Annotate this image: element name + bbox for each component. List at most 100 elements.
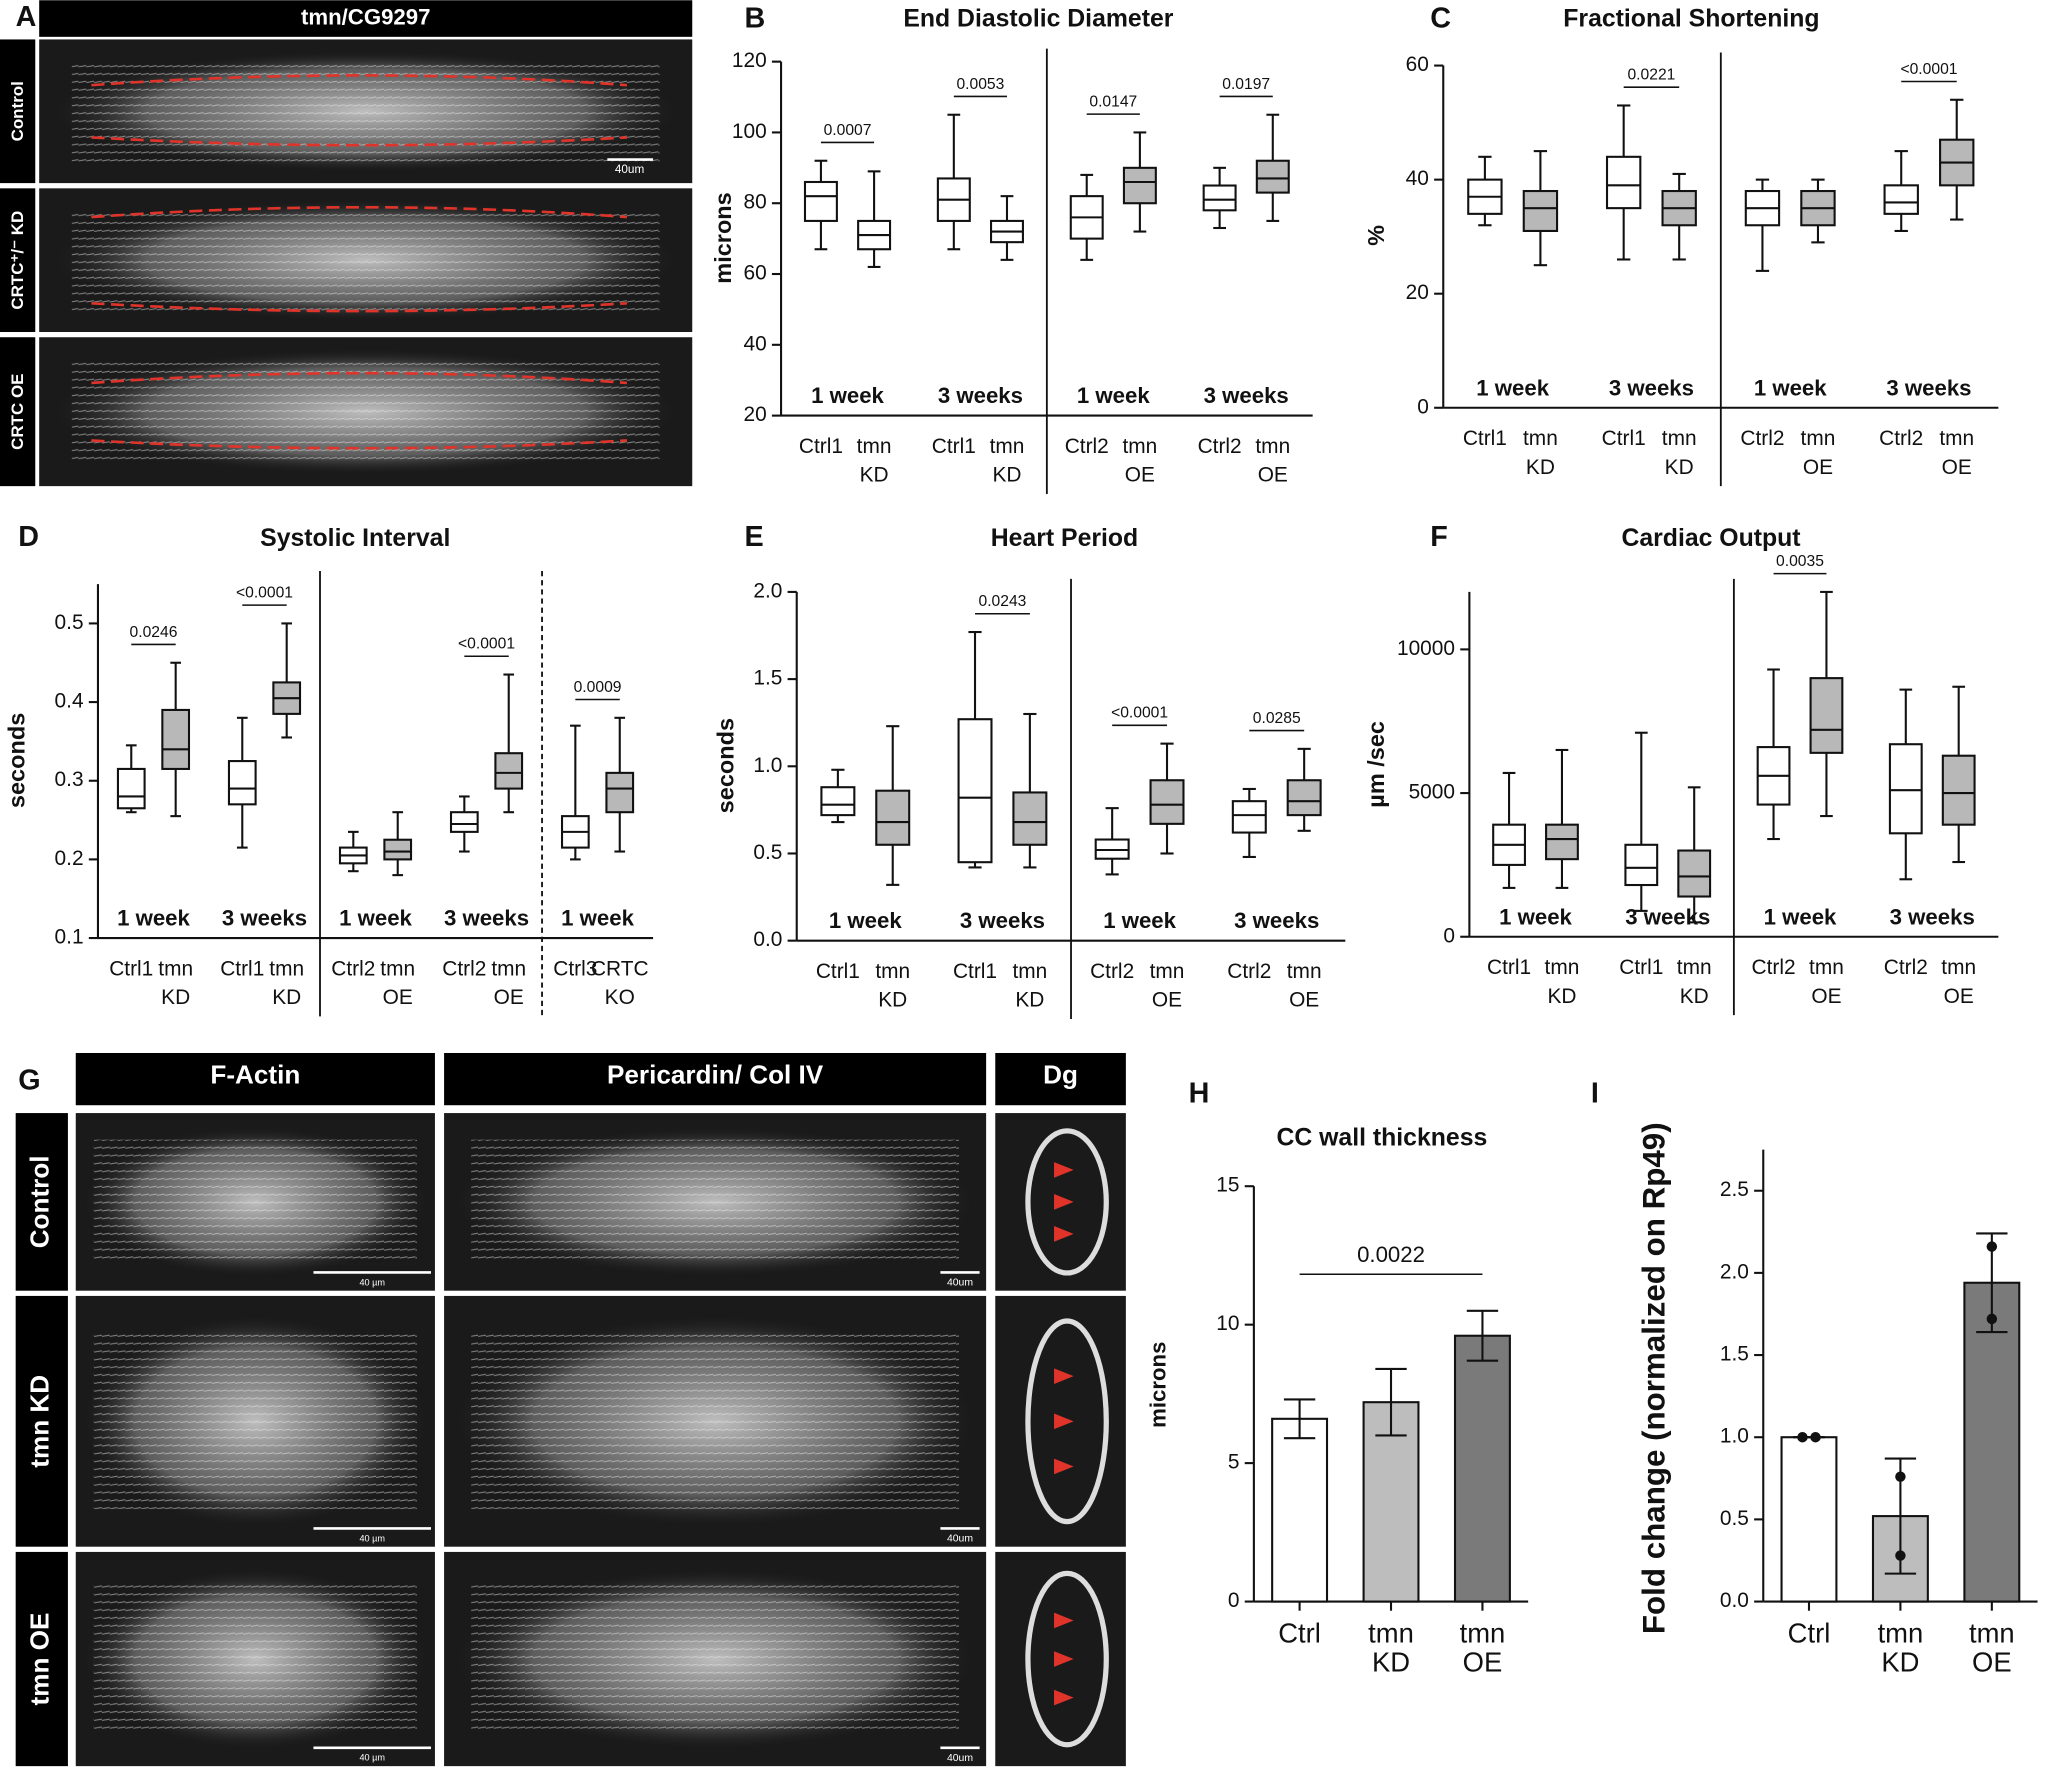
x-tick-label-line: Ctrl1 bbox=[1487, 956, 1531, 979]
x-tick-label: Ctrl2 bbox=[1879, 427, 1923, 450]
x-tick-label-line: OE bbox=[1125, 463, 1155, 486]
x-tick-label-line: tmn bbox=[857, 434, 892, 457]
box bbox=[383, 838, 413, 861]
panel-label: F bbox=[1430, 521, 1448, 553]
x-tick-label-line: Ctrl2 bbox=[1752, 956, 1796, 979]
x-tick-label: tmn KD bbox=[1878, 1618, 1924, 1678]
row-label: tmn KD bbox=[25, 1375, 55, 1468]
x-tick-label-line: tmn bbox=[1969, 1618, 2015, 1649]
group-label: 1 week bbox=[1764, 904, 1837, 929]
x-tick-label: tmn KD bbox=[1012, 960, 1047, 1012]
group-label: 3 weeks bbox=[960, 908, 1045, 933]
x-tick-label: Ctrl1 bbox=[1619, 956, 1663, 979]
y-tick-label: 60 bbox=[743, 262, 766, 285]
header-bar bbox=[39, 0, 693, 37]
group-label: 1 week bbox=[1077, 383, 1150, 408]
x-tick-label-line: Ctrl2 bbox=[331, 957, 375, 980]
group-label: 1 week bbox=[561, 906, 634, 931]
y-tick-label: 0.0 bbox=[1720, 1589, 1749, 1612]
y-tick-label: 0.5 bbox=[753, 841, 782, 864]
x-tick-label-line: Ctrl2 bbox=[1227, 960, 1271, 983]
x-tick-label-line: Ctrl1 bbox=[220, 957, 264, 980]
x-tick-label: tmn KD bbox=[1368, 1618, 1414, 1678]
column-header: F-Actin bbox=[210, 1059, 300, 1089]
chart-title: Fractional Shortening bbox=[1563, 5, 1819, 32]
x-tick-label-line: Ctrl1 bbox=[816, 960, 860, 983]
p-value: 0.0243 bbox=[979, 593, 1027, 610]
x-tick-label-line: tmn bbox=[990, 434, 1025, 457]
y-tick-label: 2.5 bbox=[1720, 1178, 1749, 1201]
x-tick-label-line: tmn bbox=[1939, 427, 1974, 450]
micrograph-content bbox=[1025, 1318, 1109, 1525]
y-axis-label: seconds bbox=[713, 718, 739, 813]
x-tick-label-line: Ctrl2 bbox=[1065, 434, 1109, 457]
y-tick-label: 5 bbox=[1228, 1451, 1240, 1474]
box bbox=[1202, 184, 1237, 212]
x-tick-label-line: Ctrl1 bbox=[1602, 427, 1646, 450]
data-point bbox=[1895, 1550, 1906, 1561]
group-label: 1 week bbox=[339, 906, 412, 931]
x-tick-label-line: Ctrl1 bbox=[932, 434, 976, 457]
box bbox=[1809, 677, 1844, 754]
x-tick-label: Ctrl1 bbox=[1463, 427, 1507, 450]
y-tick-label: 1.5 bbox=[753, 667, 782, 690]
arrowhead bbox=[1054, 1413, 1074, 1430]
data-point bbox=[1986, 1313, 1998, 1325]
y-tick-label: 0.2 bbox=[55, 847, 84, 870]
x-tick-label: Ctrl2 bbox=[331, 957, 375, 980]
outline bbox=[91, 371, 628, 385]
scale-bar-label: 40um bbox=[947, 1278, 973, 1289]
x-tick-label-line: Ctrl bbox=[1278, 1618, 1321, 1649]
data-point bbox=[1810, 1432, 1821, 1443]
x-tick-label-line: KO bbox=[605, 986, 635, 1009]
x-tick-label: tmn OE bbox=[1460, 1618, 1506, 1678]
panel-label: I bbox=[1591, 1077, 1599, 1109]
outline bbox=[91, 136, 628, 147]
micrograph-content bbox=[454, 1127, 976, 1277]
x-tick-label-line: CRTC bbox=[591, 957, 649, 980]
x-tick-label-line: OE bbox=[1289, 988, 1319, 1011]
x-tick-label: CRTC KO bbox=[591, 957, 649, 1009]
micrograph-content bbox=[454, 1569, 976, 1749]
x-tick-label-line: Ctrl2 bbox=[1740, 427, 1784, 450]
x-tick-label-line: Ctrl2 bbox=[1879, 427, 1923, 450]
x-tick-label-line: OE bbox=[1972, 1647, 2012, 1678]
micrograph-content bbox=[1025, 1128, 1109, 1276]
x-tick-label-line: OE bbox=[1463, 1647, 1503, 1678]
bar bbox=[1453, 1334, 1511, 1603]
box bbox=[1883, 184, 1919, 215]
x-tick-label: tmn OE bbox=[1150, 960, 1185, 1012]
micrograph-content bbox=[1025, 1570, 1109, 1748]
bar bbox=[1780, 1436, 1838, 1603]
arrowhead bbox=[1054, 1689, 1074, 1706]
x-tick-label-line: KD bbox=[878, 988, 907, 1011]
x-tick-label: tmn KD bbox=[1545, 956, 1580, 1008]
box bbox=[1149, 779, 1185, 825]
y-tick-label: 0.1 bbox=[55, 926, 84, 949]
x-tick-label-line: OE bbox=[1944, 984, 1974, 1007]
x-tick-label: tmn OE bbox=[1255, 434, 1290, 486]
y-tick-label: 10000 bbox=[1397, 637, 1455, 660]
box bbox=[449, 811, 479, 833]
box bbox=[1122, 166, 1157, 205]
x-tick-label-line: tmn bbox=[158, 957, 193, 980]
x-tick-label: tmn OE bbox=[1287, 960, 1322, 1012]
group-label: 1 week bbox=[811, 383, 884, 408]
fibers bbox=[471, 1333, 960, 1510]
fibers bbox=[71, 209, 660, 311]
image-title: tmn/CG9297 bbox=[301, 4, 430, 29]
tissue-outline bbox=[1025, 1570, 1109, 1748]
scale-bar-label: 40 µm bbox=[359, 1533, 385, 1543]
scale-bar-label: 40um bbox=[615, 163, 645, 176]
data-point bbox=[1986, 1241, 1998, 1252]
x-tick-label-line: KD bbox=[1015, 988, 1044, 1011]
panel-label: D bbox=[18, 521, 39, 553]
group-label: 1 week bbox=[117, 906, 190, 931]
box bbox=[803, 180, 838, 222]
x-tick-label: Ctrl2 bbox=[1884, 956, 1928, 979]
micrograph-content bbox=[52, 199, 680, 321]
x-tick-label-line: tmn bbox=[1809, 956, 1844, 979]
x-tick-label: Ctrl1 bbox=[953, 960, 997, 983]
chart-title: CC wall thickness bbox=[1276, 1125, 1487, 1152]
